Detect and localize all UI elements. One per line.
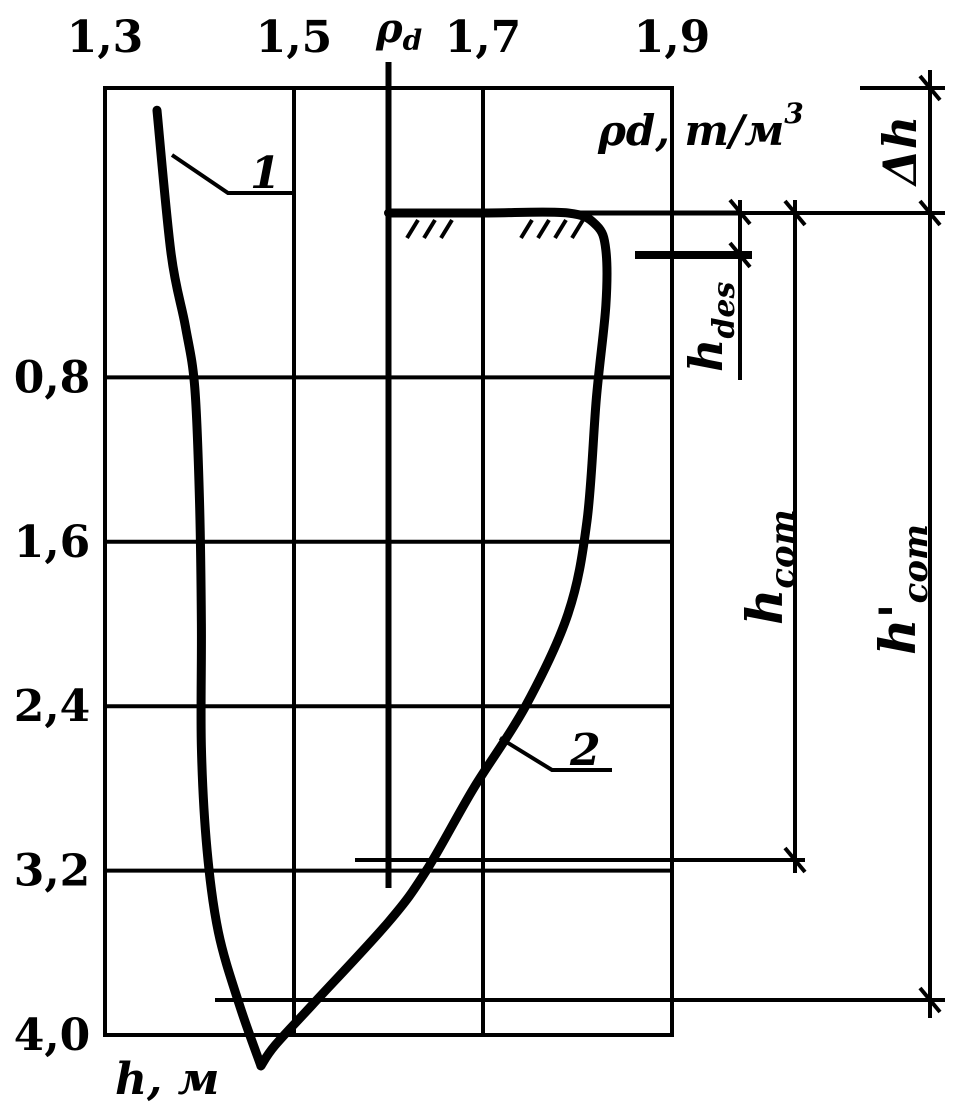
y-tick-label: 2,4 [14,681,91,732]
y-tick-label: 0,8 [14,352,91,403]
h-com-prime-tick-bottom [918,986,942,1014]
y-tick-labels: 0,8 1,6 2,4 3,2 4,0 [14,352,91,1061]
reference-density-label: ρd [375,5,422,57]
dimension-lines [728,70,942,1018]
h-com-label: hcom [735,509,803,625]
y-tick-label: 4,0 [14,1010,91,1061]
x-tick-label: 1,7 [445,12,522,63]
delta-h-tick-top [918,74,942,102]
x-axis-label: ρd, т/м3 [597,97,804,155]
hatch-mark [570,218,585,240]
y-tick-label: 3,2 [14,846,91,897]
series-1-leader [170,153,292,195]
delta-h-tick-bottom [918,199,942,227]
h-com-tick-bottom [783,846,807,874]
h-com-prime-sub: com [896,524,936,603]
h-des-tick-top [728,198,752,226]
hatch-mark [405,218,420,240]
x-axis-label-text: ρd, т/м [597,106,784,155]
series-2-leader [498,736,612,772]
x-tick-label: 1,3 [67,12,144,63]
series-1-label: 1 [250,148,281,199]
y-axis-label: h, м [115,1054,219,1105]
x-tick-labels: 1,3 1,5 1,7 1,9 [67,12,711,63]
h-com-tick-top [783,199,807,227]
h-des-tick-bottom [728,241,752,269]
delta-h-label: Δh [873,116,927,187]
h-des-label: hdes [679,281,742,372]
h-des-sub: des [707,281,742,338]
hatch-mark [519,218,534,240]
series-2-label: 2 [569,725,601,776]
hatch-mark [422,218,437,240]
h-com-main: h [735,589,794,625]
x-axis-label-superscript: 3 [784,97,803,130]
hatch-mark [536,218,551,240]
h-des-main: h [679,339,733,372]
hatch-mark [553,218,568,240]
h-com-sub: com [763,509,803,588]
hatch-mark [439,218,454,240]
h-com-prime-label: h'com [868,524,936,655]
h-com-prime-main: h' [868,603,927,655]
vertical-gridlines [292,88,485,1035]
x-tick-label: 1,5 [256,12,333,63]
series-1-line [152,105,266,1071]
rho-symbol: ρ [375,5,403,52]
x-tick-label: 1,9 [634,12,711,63]
y-tick-label: 1,6 [14,517,91,568]
rho-subscript-d: d [403,24,423,57]
series-2-line [256,207,612,1071]
